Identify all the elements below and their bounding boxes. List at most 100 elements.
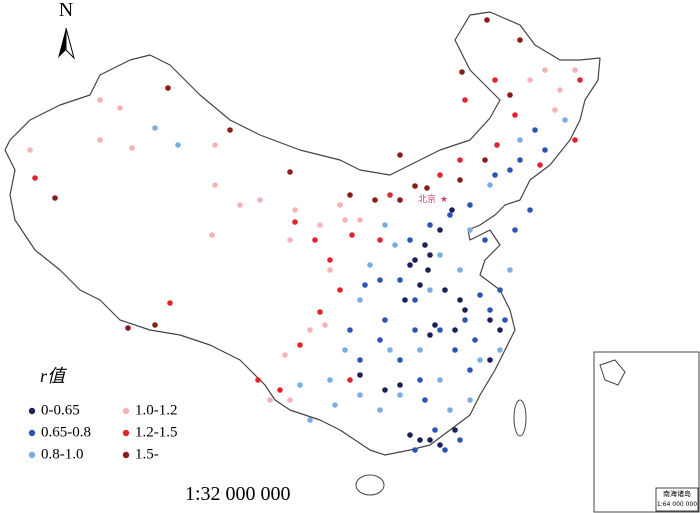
station-dot (417, 347, 423, 353)
station-dot (97, 137, 103, 143)
station-dot (422, 397, 428, 403)
station-dot (517, 37, 523, 43)
station-dot (397, 197, 403, 203)
station-dot (457, 177, 463, 183)
station-dot (497, 347, 503, 353)
station-dot (362, 282, 368, 288)
station-dot (527, 207, 533, 213)
legend-swatch (122, 407, 130, 415)
station-dot (377, 337, 383, 343)
station-dot (492, 172, 498, 178)
station-dot (512, 227, 518, 233)
legend-swatch (122, 429, 130, 437)
station-dot (407, 237, 413, 243)
station-dot (447, 407, 453, 413)
station-dot (307, 417, 313, 423)
station-dot (572, 137, 578, 143)
station-dot (347, 377, 353, 383)
station-dot (447, 212, 453, 218)
station-dot (402, 297, 408, 303)
station-dot (287, 169, 293, 175)
legend-label: 0.8-1.0 (41, 446, 84, 462)
station-dot (167, 300, 173, 306)
station-dot (392, 242, 398, 248)
legend-swatch (122, 451, 130, 459)
station-dot (297, 342, 303, 348)
station-dot (357, 297, 363, 303)
capital-label: 北京 (418, 193, 436, 204)
station-dot (357, 372, 363, 378)
inset-scale: 1:64 000 000 (657, 501, 697, 508)
station-dot (427, 252, 433, 258)
station-dot (487, 317, 493, 323)
station-dot (417, 437, 423, 443)
station-dot (257, 197, 263, 203)
station-dot (462, 97, 468, 103)
station-dot (387, 347, 393, 353)
station-dot (382, 317, 388, 323)
taiwan (513, 399, 527, 437)
station-dot (397, 392, 403, 398)
station-dot (452, 427, 458, 433)
station-dot (367, 262, 373, 268)
station-dot (487, 307, 493, 313)
legend-title: r值 (40, 366, 68, 386)
station-dot (517, 157, 523, 163)
station-dot (477, 357, 483, 363)
station-dot (397, 357, 403, 363)
station-dot (497, 287, 503, 293)
legend-label: 0.65-0.8 (41, 424, 91, 440)
station-dot (175, 142, 181, 148)
station-dot (97, 97, 103, 103)
station-dot (372, 197, 378, 203)
station-dot (377, 237, 383, 243)
station-dot (407, 432, 413, 438)
station-dot (537, 162, 543, 168)
station-dot (292, 207, 298, 213)
station-dot (467, 202, 473, 208)
capital-star: ★ (440, 194, 448, 204)
station-dot (472, 337, 478, 343)
station-dot (532, 127, 538, 133)
station-dot (557, 87, 563, 93)
station-dot (332, 402, 338, 408)
station-dot (292, 219, 298, 225)
station-dot (327, 267, 333, 273)
station-dot (542, 67, 548, 73)
station-dot (417, 377, 423, 383)
station-dot (212, 182, 218, 188)
station-dot (307, 327, 313, 333)
legend-swatch (28, 429, 36, 437)
legend-swatch (28, 451, 36, 459)
station-dot (312, 237, 318, 243)
country-outline (4, 11, 601, 456)
station-dot (437, 252, 443, 258)
station-dot (497, 327, 503, 333)
station-dot (492, 77, 498, 83)
station-dot (457, 157, 463, 163)
station-dot (377, 277, 383, 283)
station-dot (125, 325, 131, 331)
station-dot (382, 222, 388, 228)
station-dot (209, 232, 215, 238)
station-dot (337, 287, 343, 293)
station-dot (512, 112, 518, 118)
station-dot (424, 185, 430, 191)
legend: 0-0.65 0.65-0.8 0.8-1.0 1.0-1.2 1.2-1.5 1.5- (28, 402, 178, 462)
station-dot (542, 147, 548, 153)
station-dot (462, 307, 468, 313)
station-dot (412, 257, 418, 263)
station-dot (337, 202, 343, 208)
station-dot (487, 182, 493, 188)
station-dot (342, 347, 348, 353)
station-dot (349, 232, 355, 238)
station-dot (412, 297, 418, 303)
station-dot (432, 427, 438, 433)
scale-label: 1:32 000 000 (185, 483, 291, 505)
station-dot (467, 227, 473, 233)
station-dot (317, 309, 323, 315)
station-dot (482, 157, 488, 163)
station-dot (382, 387, 388, 393)
station-dot (27, 147, 33, 153)
